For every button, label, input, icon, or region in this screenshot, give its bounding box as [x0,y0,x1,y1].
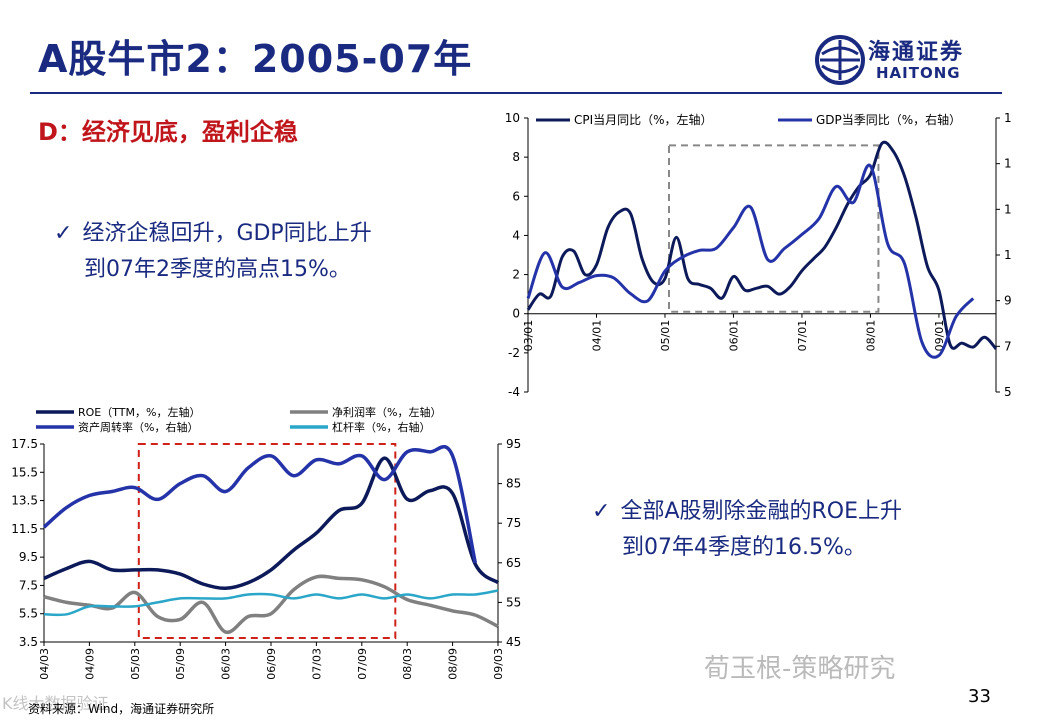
legend-label-asset-turnover: 资产周转率（%，右轴） [78,420,198,434]
left-tick-label: 15.5 [11,465,38,479]
x-tick-label: 08/01 [864,320,877,352]
leverage-series-line [43,589,499,617]
legend-label-net-margin: 净利润率（%，左轴） [332,405,441,419]
right-tick-label: 7 [1004,339,1012,353]
left-tick-label: 7.5 [19,578,38,592]
section-heading: D：经济见底，盈利企稳 [38,118,298,146]
x-tick-label: 06/03 [220,648,233,680]
x-tick-label: 05/03 [129,648,142,680]
watermark-text: 荀玉根-策略研究 [704,654,896,684]
right-tick-label: 75 [506,516,521,530]
right-tick-label: 55 [506,595,521,609]
right-tick-label: 17 [1004,111,1012,125]
roe-chart: 17.5 15.5 13.5 11.5 9.5 7.5 5.5 3.5 95 85 75 65 55 45… [11,405,521,680]
right-tick-label: 45 [506,635,521,649]
watermark-left-text: K线大数据验证 [2,694,109,713]
logo-name-cn: 海通证券 [868,39,965,65]
legend-label-gdp: GDP当季同比（%，右轴） [816,112,961,127]
bullet-roe-line1: 全部A股剔除金融的ROE上升 [620,499,902,524]
haitong-logo-icon [815,35,865,85]
bullet-roe: ✓ 全部A股剔除金融的ROE上升 到07年4季度的16.5%。 [592,494,1012,566]
left-tick-label: 2 [512,268,520,282]
left-tick-label: 13.5 [11,494,38,508]
logo-name-en: HAITONG [876,64,961,82]
left-tick-label: 4 [512,228,520,242]
left-tick-label: 8 [512,150,520,164]
bullet-roe-line2: 到07年4季度的16.5%。 [622,535,866,560]
left-tick-label: 0 [512,307,520,321]
asset-turnover-series-line [42,444,478,564]
x-tick-label: 09/01 [933,320,946,352]
highlight-box [667,144,880,313]
left-tick-label: -2 [508,346,520,360]
highlight-box [137,443,397,639]
x-tick-label: 06/01 [727,320,740,352]
left-tick-label: 3.5 [19,635,38,649]
x-tick-label: 07/03 [310,648,323,680]
x-tick-label: 08/09 [447,648,460,680]
x-tick-label: 07/01 [796,320,809,352]
left-tick-label: 9.5 [19,550,38,564]
cpi-series-line [526,140,998,350]
title-divider [30,92,1002,94]
x-tick-label: 07/09 [356,648,369,680]
x-tick-label: 04/01 [590,320,603,352]
left-tick-label: -4 [508,385,520,399]
page-title: A股牛市2：2005-07年 [38,37,473,81]
right-tick-label: 85 [506,477,521,491]
right-tick-label: 11 [1004,248,1012,262]
x-tick-label: 05/01 [659,320,672,352]
x-tick-label: 03/01 [522,320,535,352]
left-tick-label: 10 [505,111,520,125]
right-tick-label: 95 [506,437,521,451]
left-tick-label: 17.5 [11,437,38,451]
net-margin-series-line [43,574,499,634]
source-note: 资料来源：Wind，海通证券研究所 [28,702,215,716]
right-tick-label: 13 [1004,202,1012,216]
gdp-series-line [526,163,975,359]
bullet-gdp-line1: 经济企稳回升，GDP同比上升 [82,221,372,246]
x-tick-label: 06/09 [265,648,278,680]
left-tick-label: 11.5 [11,522,38,536]
right-tick-label: 15 [1004,157,1012,171]
legend-label-cpi: CPI当月同比（%，左轴） [574,112,713,127]
right-tick-label: 9 [1004,294,1012,308]
x-tick-label: 04/09 [83,648,96,680]
checkmark-icon: ✓ [592,499,611,524]
x-tick-label: 08/03 [401,648,414,680]
legend-label-leverage: 杠杆率（%，右轴） [332,420,430,434]
page-number: 33 [968,686,991,707]
right-tick-label: 65 [506,556,521,570]
roe-series-line [43,456,500,591]
x-tick-label: 09/03 [492,648,505,680]
right-tick-label: 5 [1004,385,1012,399]
legend-label-roe: ROE（TTM，%，左轴） [78,405,200,419]
cpi-gdp-chart: 10 8 6 4 2 0 -2 -4 17 15 13 11 9 7 5 03/01 04/01 05/01 06/… [505,111,1012,399]
x-tick-label: 04/03 [38,648,51,680]
left-tick-label: 6 [512,189,520,203]
x-tick-label: 05/09 [174,648,187,680]
bullet-gdp-line2: 到07年2季度的高点15%。 [84,257,351,282]
checkmark-icon: ✓ [54,221,73,246]
bullet-gdp: ✓ 经济企稳回升，GDP同比上升 到07年2季度的高点15%。 [54,216,474,288]
left-tick-label: 5.5 [19,607,38,621]
